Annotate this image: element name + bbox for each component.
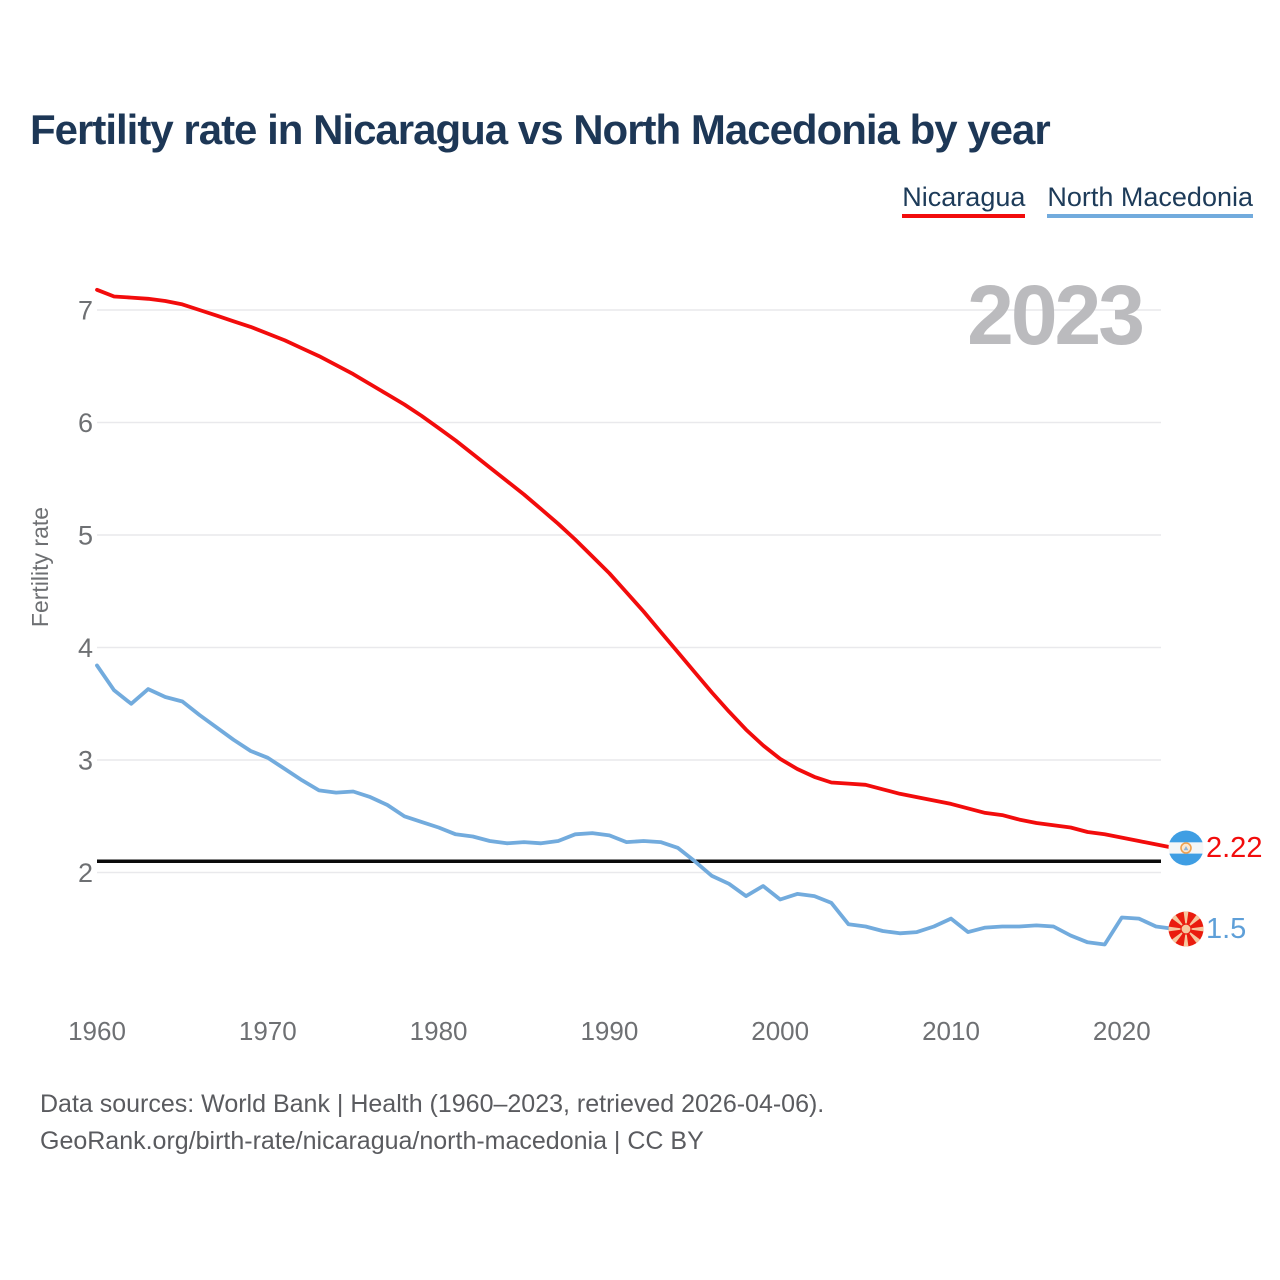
nicaragua-flag-icon xyxy=(1168,830,1204,866)
series-line-north-macedonia xyxy=(95,663,1175,947)
x-tick-label: 2020 xyxy=(1093,1016,1151,1046)
legend-label-north-macedonia: North Macedonia xyxy=(1047,182,1253,212)
page-title: Fertility rate in Nicaragua vs North Mac… xyxy=(30,106,1051,153)
legend-item-nicaragua[interactable]: Nicaragua xyxy=(902,182,1026,218)
x-tick-label: 1960 xyxy=(68,1016,126,1046)
y-tick-label: 4 xyxy=(78,633,93,663)
legend-swatch-north-macedonia xyxy=(1047,214,1253,218)
x-tick-label: 1970 xyxy=(239,1016,297,1046)
x-tick-label: 1980 xyxy=(410,1016,468,1046)
series-line-nicaragua xyxy=(95,287,1175,850)
north-macedonia-flag-icon xyxy=(1168,911,1204,947)
y-tick-label: 2 xyxy=(78,858,93,888)
y-tick-label: 7 xyxy=(78,296,93,326)
north-macedonia-end-value: 1.5 xyxy=(1206,913,1247,945)
footer: Data sources: World Bank | Health (1960–… xyxy=(40,1086,1240,1160)
y-tick-label: 6 xyxy=(78,408,93,438)
legend-swatch-nicaragua xyxy=(902,214,1026,218)
y-axis-title: Fertility rate xyxy=(27,507,53,627)
year-watermark: 2023 xyxy=(967,268,1142,362)
x-tick-label: 2010 xyxy=(922,1016,980,1046)
nicaragua-end-value: 2.22 xyxy=(1206,832,1263,864)
x-tick-label: 1990 xyxy=(580,1016,638,1046)
footer-sources-line: Data sources: World Bank | Health (1960–… xyxy=(40,1090,825,1118)
y-tick-label: 5 xyxy=(78,521,93,551)
legend: Nicaragua North Macedonia xyxy=(902,184,1253,218)
x-tick-label: 2000 xyxy=(751,1016,809,1046)
footer-attribution-line: GeoRank.org/birth-rate/nicaragua/north-m… xyxy=(40,1127,704,1155)
fertility-line-chart: 7 6 5 4 3 2 1960 1970 1980 1990 2000 2010 2020 Fertil… xyxy=(27,268,1175,1046)
legend-label-nicaragua: Nicaragua xyxy=(902,182,1026,212)
y-tick-label: 3 xyxy=(78,746,93,776)
legend-item-north-macedonia[interactable]: North Macedonia xyxy=(1047,184,1253,218)
